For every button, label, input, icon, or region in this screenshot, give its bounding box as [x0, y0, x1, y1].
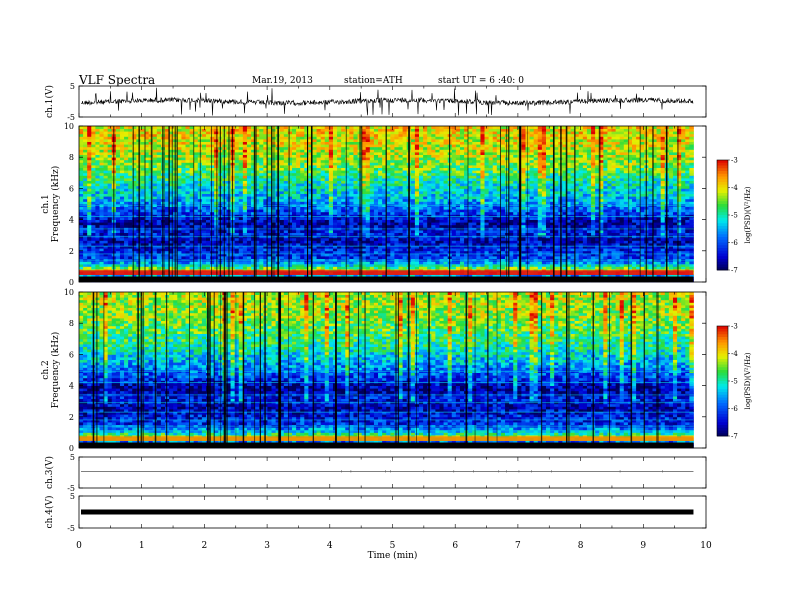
ch4-waveform-ytick-label: 5	[70, 492, 75, 501]
ch1-spectrogram-colorbar-tick-label: -4	[731, 184, 738, 192]
ch1-waveform-ytick-label: 5	[70, 82, 75, 91]
ch1-spectrogram-ytick-label: 10	[64, 122, 74, 131]
ch1-spectrogram-ytick-label: 8	[69, 153, 74, 162]
ch2-spectrogram-colorbar-tick-label: -5	[731, 378, 738, 386]
ch1-spectrogram-ylabel: Frequency (kHz)	[50, 166, 61, 243]
ch1-spectrogram-ytick-label: 2	[69, 247, 74, 256]
ch2-spectrogram-ytick-label: 2	[69, 413, 74, 422]
ch3-waveform-ytick-label: -5	[67, 484, 75, 493]
ch1-spectrogram-channel-label: ch.1	[41, 194, 51, 213]
ch3-waveform-frame	[78, 456, 707, 489]
ch1-waveform-ytick-label: -5	[67, 113, 75, 122]
start-time-label: start UT = 6 :40: 0	[438, 76, 524, 86]
ch1-waveform-trace	[80, 87, 694, 116]
ch4-waveform-panel	[78, 495, 707, 529]
ch2-spectrogram-ytick-label: 8	[69, 319, 74, 328]
x-tick-label: 1	[139, 541, 145, 551]
ch2-spectrogram-ylabel: Frequency (kHz)	[50, 332, 61, 409]
figure-title: VLF Spectra	[79, 73, 156, 87]
ch1-spectrogram-ytick-label: 0	[69, 278, 74, 287]
ch1-spectrogram-colorbar-tick-label: -5	[731, 212, 738, 220]
x-tick-label: 5	[390, 541, 396, 551]
ch2-spectrogram-ytick-label: 0	[69, 444, 74, 453]
ch2-spectrogram-colorbar-tick-label: -6	[731, 405, 738, 413]
ch2-spectrogram-ytick-label: 4	[69, 382, 74, 391]
ch2-spectrogram-floor	[79, 442, 694, 448]
ch3-waveform-ylabel: ch.3(V)	[44, 456, 55, 489]
x-tick-label: 9	[640, 541, 646, 551]
x-axis-label: Time (min)	[368, 550, 418, 561]
ch1-spectrogram-ytick-label: 6	[69, 184, 74, 193]
ch2-spectrogram-heatmap-cells	[79, 292, 694, 449]
ch1-spectrogram-ytick-label: 4	[69, 216, 74, 225]
ch2-spectrogram-channel-label: ch.2	[41, 360, 51, 379]
ch1-spectrogram-panel	[78, 125, 707, 283]
x-tick-label: 6	[452, 541, 458, 551]
ch2-spectrogram-colorbar-tick-label: -3	[731, 323, 738, 331]
ch3-waveform-ytick-label: 5	[70, 453, 75, 462]
x-tick-label: 8	[578, 541, 584, 551]
date-label: Mar.19, 2013	[252, 76, 313, 86]
ch1-spectrogram-colorbar-tick-label: -6	[731, 239, 738, 247]
ch4-waveform-trace	[81, 509, 694, 515]
x-tick-label: 3	[264, 541, 270, 551]
station-label: station=ATH	[344, 76, 403, 86]
ch4-waveform-ylabel: ch.4(V)	[44, 496, 55, 529]
x-tick-label: 4	[327, 541, 333, 551]
x-tick-label: 10	[700, 541, 712, 551]
ch4-waveform-ytick-label: -5	[67, 524, 75, 533]
ch3-waveform-panel	[78, 456, 707, 489]
ch1-waveform-panel	[78, 85, 707, 118]
ch1-spectrogram-colorbar-tick-label: -7	[731, 267, 738, 275]
ch2-spectrogram-ytick-label: 6	[69, 350, 74, 359]
ch1-spectrogram-colorbar-label: log(PSD)(V²/Hz)	[744, 186, 752, 243]
ch2-spectrogram-colorbar-label: log(PSD)(V²/Hz)	[744, 352, 752, 409]
ch1-waveform-ylabel: ch.1(V)	[44, 85, 55, 118]
x-tick-label: 2	[202, 541, 208, 551]
ch2-spectrogram-panel	[78, 291, 707, 449]
ch2-spectrogram-ytick-label: 10	[64, 288, 74, 297]
ch2-spectrogram-lf-band	[79, 436, 694, 441]
ch2-spectrogram-colorbar	[716, 325, 730, 437]
ch1-spectrogram-colorbar	[716, 159, 730, 271]
ch1-spectrogram-colorbar-tick-label: -3	[731, 157, 738, 165]
ch2-spectrogram-colorbar-tick-label: -4	[731, 350, 738, 358]
x-tick-label: 7	[515, 541, 521, 551]
ch2-spectrogram-colorbar-tick-label: -7	[731, 433, 738, 441]
x-tick-label: 0	[76, 541, 82, 551]
